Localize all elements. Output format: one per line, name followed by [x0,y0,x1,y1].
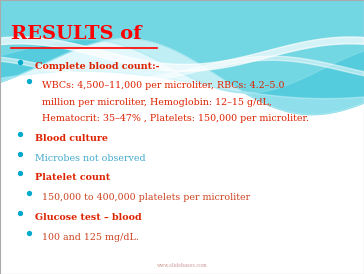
Text: Microbes not observed: Microbes not observed [35,154,145,163]
Text: www.slidebases.com: www.slidebases.com [157,263,207,268]
Text: Glucose test – blood: Glucose test – blood [35,213,141,222]
Text: WBCs: 4,500–11,000 per microliter, RBCs: 4.2–5.0: WBCs: 4,500–11,000 per microliter, RBCs:… [42,81,284,90]
Text: Complete blood count:-: Complete blood count:- [35,62,159,71]
Text: million per microliter, Hemoglobin: 12–15 g/dL,: million per microliter, Hemoglobin: 12–1… [42,98,272,107]
Text: Hematocrit: 35–47% , Platelets: 150,000 per microliter.: Hematocrit: 35–47% , Platelets: 150,000 … [42,114,309,123]
Text: 150,000 to 400,000 platelets per microliter: 150,000 to 400,000 platelets per microli… [42,193,250,202]
Text: 100 and 125 mg/dL.: 100 and 125 mg/dL. [42,233,139,242]
Text: Blood culture: Blood culture [35,134,107,143]
Text: RESULTS of: RESULTS of [11,25,142,43]
Text: Platelet count: Platelet count [35,173,110,182]
